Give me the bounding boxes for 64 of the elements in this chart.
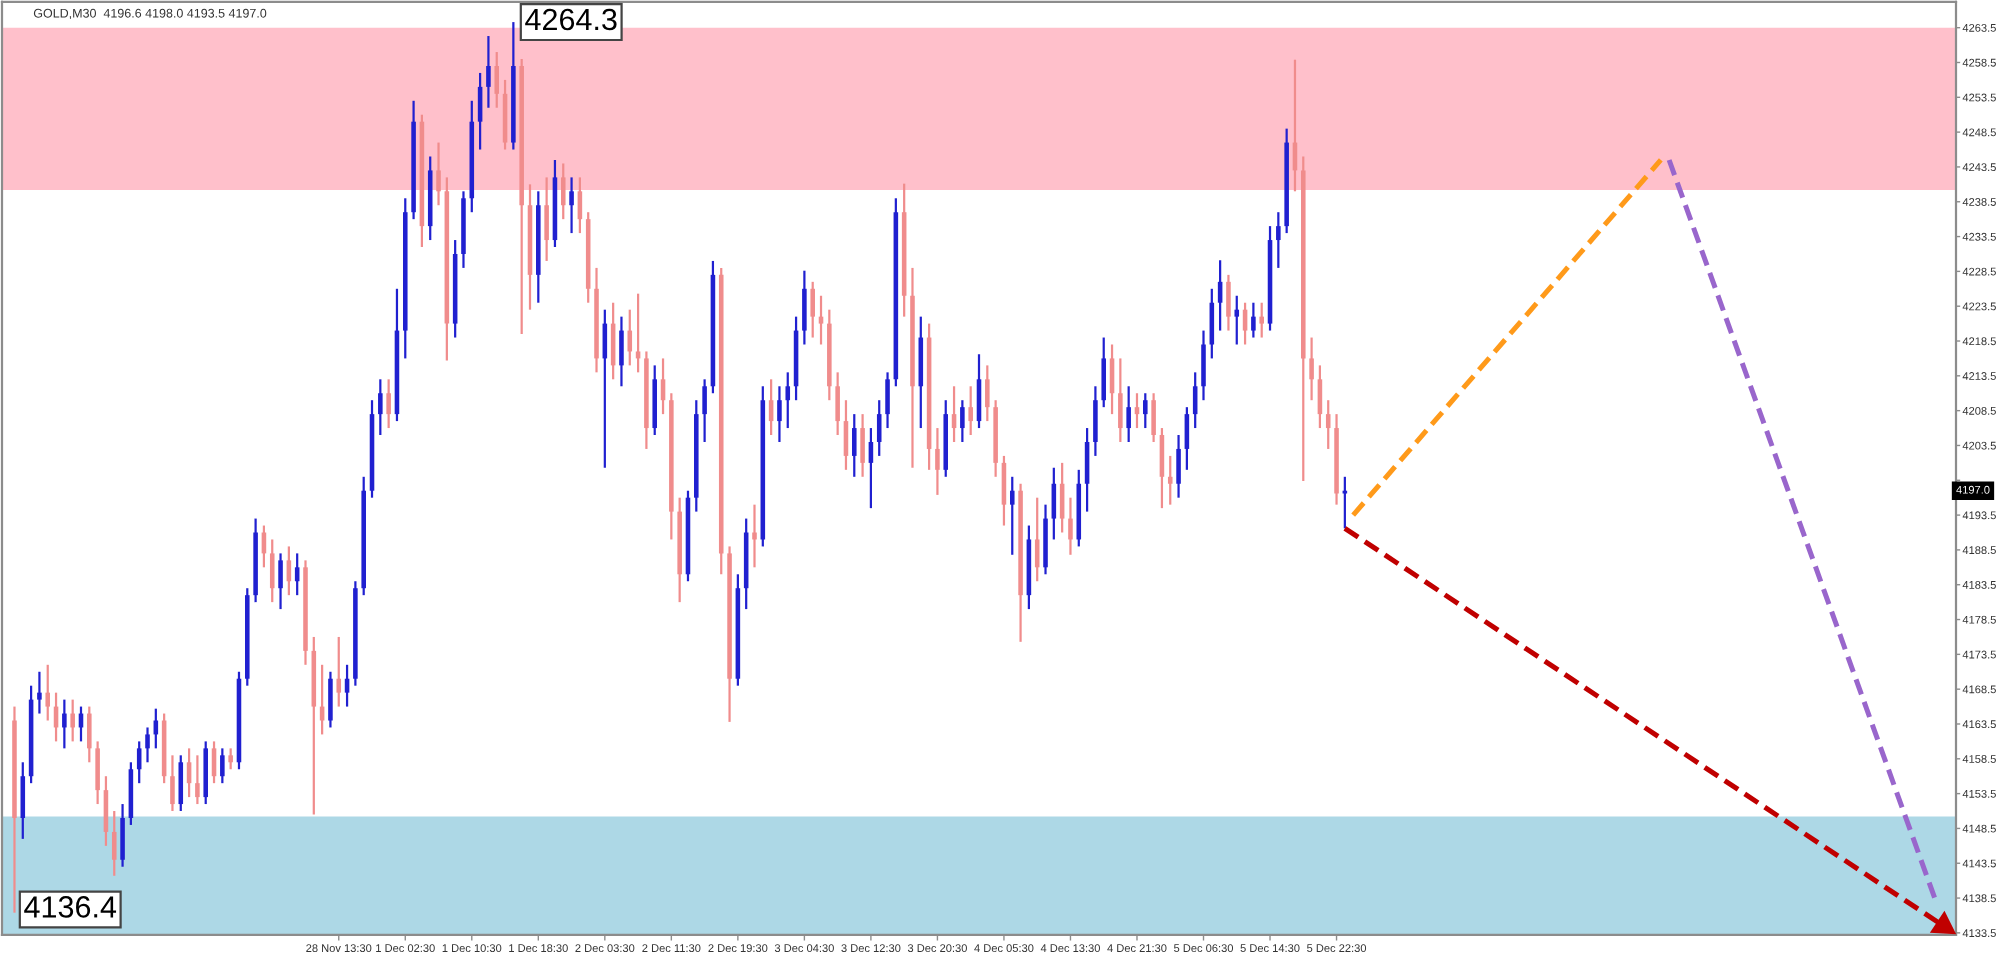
- candlestick: [619, 315, 624, 388]
- candlestick: [1176, 433, 1181, 499]
- candlestick: [386, 378, 391, 430]
- candlestick: [835, 371, 840, 437]
- candlestick: [935, 426, 940, 497]
- candlestick: [1068, 496, 1073, 556]
- candlestick: [1325, 399, 1331, 451]
- candlestick: [111, 809, 117, 877]
- candlestick: [1101, 336, 1107, 409]
- candlestick: [1201, 329, 1206, 402]
- candlestick: [95, 740, 100, 806]
- candlestick: [810, 280, 815, 339]
- candlestick: [378, 378, 383, 437]
- candlestick: [1151, 392, 1156, 444]
- annotation: 4136.4: [24, 896, 117, 918]
- candlestick: [37, 670, 42, 715]
- candlestick: [145, 726, 150, 764]
- candlestick: [70, 698, 75, 743]
- candlestick: [569, 176, 574, 235]
- annotation: 4264.3: [525, 8, 617, 31]
- candlestick: [960, 399, 965, 444]
- candlestick: [336, 635, 342, 708]
- candlestick: [1009, 475, 1015, 556]
- candlestick: [560, 162, 566, 221]
- candlestick: [1118, 357, 1123, 444]
- candlestick: [1251, 301, 1256, 339]
- candlestick: [170, 754, 175, 813]
- candlestick: [885, 371, 890, 430]
- candlestick: [45, 663, 51, 722]
- candlestick: [752, 503, 757, 569]
- candlestick: [985, 364, 990, 423]
- candlestick: [228, 747, 233, 771]
- candlestick: [860, 413, 865, 478]
- candlestick: [785, 371, 791, 430]
- candlestick: [436, 141, 441, 207]
- candlestick: [1093, 385, 1098, 458]
- candlestick: [777, 385, 782, 444]
- candlestick: [278, 552, 283, 611]
- candlestick: [851, 413, 857, 478]
- candlestick: [87, 705, 92, 764]
- candlestick: [120, 802, 125, 868]
- candlestick: [1276, 211, 1281, 270]
- candlestick: [1259, 301, 1264, 339]
- candlestick: [1342, 475, 1348, 530]
- candlestick: [328, 670, 333, 729]
- candlestick: [544, 176, 549, 263]
- candlestick: [1167, 454, 1173, 506]
- candlestick: [876, 399, 882, 458]
- candlestick: [702, 378, 707, 444]
- candlestick: [178, 754, 184, 813]
- candlestick: [1226, 273, 1231, 332]
- candlestick: [1143, 392, 1148, 430]
- candlestick: [62, 698, 67, 750]
- candlestick: [486, 34, 491, 109]
- candlestick: [195, 754, 200, 806]
- candlestick: [1234, 294, 1240, 346]
- candlestick: [220, 747, 225, 785]
- candlestick: [1126, 385, 1131, 444]
- candlestick: [269, 538, 275, 604]
- candlestick: [1309, 336, 1314, 402]
- candlestick: [802, 269, 807, 346]
- candlestick: [494, 50, 500, 109]
- candlestick: [968, 385, 973, 437]
- candlestick: [627, 308, 633, 367]
